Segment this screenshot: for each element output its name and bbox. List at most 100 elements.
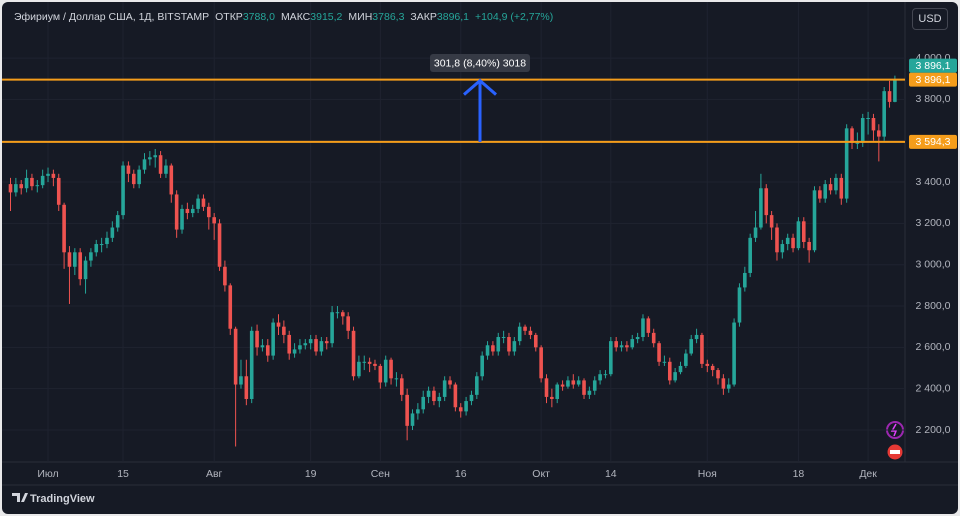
candle-body bbox=[823, 184, 828, 199]
candle-body bbox=[753, 227, 758, 238]
candle-body bbox=[405, 394, 409, 426]
candle-body bbox=[780, 244, 785, 253]
candle-body bbox=[153, 155, 158, 158]
candle-body bbox=[24, 177, 29, 189]
candle-body bbox=[882, 91, 886, 137]
candle-body bbox=[625, 345, 629, 348]
candle-body bbox=[619, 345, 624, 348]
candle-body bbox=[362, 361, 367, 363]
candle-body bbox=[421, 396, 426, 410]
candle-body bbox=[716, 370, 720, 379]
candle-body bbox=[276, 322, 281, 327]
candle-body bbox=[759, 188, 763, 228]
candle-body bbox=[383, 359, 388, 383]
candle-body bbox=[732, 322, 736, 385]
candle-body bbox=[694, 334, 699, 340]
candle-body bbox=[287, 334, 292, 354]
candle-body bbox=[89, 252, 93, 261]
candle-body bbox=[51, 173, 56, 178]
candle-body bbox=[673, 372, 677, 381]
candle-body bbox=[576, 380, 581, 385]
candle-body bbox=[308, 339, 313, 344]
candle-body bbox=[448, 380, 452, 385]
candle-body bbox=[791, 237, 795, 249]
candle-body bbox=[528, 330, 533, 335]
candle-body bbox=[190, 208, 195, 214]
y-tick-label: 2 600,0 bbox=[915, 341, 950, 353]
candle-body bbox=[228, 285, 233, 329]
candle-body bbox=[271, 322, 275, 356]
candle-body bbox=[743, 272, 747, 288]
candle-body bbox=[255, 330, 259, 348]
candle-body bbox=[292, 349, 297, 354]
candle-body bbox=[555, 384, 560, 399]
candle-body bbox=[544, 378, 549, 397]
candle-body bbox=[137, 169, 141, 185]
x-tick-label: Окт bbox=[532, 468, 550, 480]
candle-body bbox=[148, 157, 152, 160]
candle-body bbox=[769, 215, 774, 228]
candle-body bbox=[131, 173, 136, 185]
x-tick-label: 16 bbox=[455, 468, 467, 480]
candle-body bbox=[99, 244, 104, 246]
ohlc-value: 3896,1 bbox=[436, 11, 470, 23]
candle-body bbox=[341, 312, 345, 317]
x-tick-label: Авг bbox=[206, 468, 223, 480]
candle-body bbox=[282, 326, 286, 335]
candle-body bbox=[710, 365, 715, 371]
candle-body bbox=[126, 165, 131, 174]
candle-body bbox=[614, 341, 618, 348]
change: +104,9 (+2,77%) bbox=[475, 11, 554, 23]
candle-body bbox=[539, 347, 543, 379]
currency-button[interactable]: USD bbox=[912, 8, 948, 30]
candle-body bbox=[850, 128, 854, 143]
candle-body bbox=[737, 287, 742, 323]
candle-body bbox=[705, 363, 710, 366]
candle-body bbox=[110, 227, 115, 238]
flag-stripe bbox=[890, 450, 900, 454]
candle-body bbox=[389, 359, 393, 379]
symbol: Эфириум / Доллар США, 1Д, BITSTAMP bbox=[14, 11, 210, 23]
y-tick-label: 3 000,0 bbox=[915, 258, 950, 270]
candle-body bbox=[828, 184, 833, 191]
candle-body bbox=[598, 374, 602, 381]
candle-body bbox=[319, 341, 324, 352]
side-icons bbox=[886, 421, 904, 460]
candle-body bbox=[635, 337, 640, 340]
candle-body bbox=[83, 260, 88, 280]
x-tick-label: Июл bbox=[37, 468, 58, 480]
candle-body bbox=[437, 396, 442, 402]
candle-body bbox=[764, 188, 769, 216]
candle-body bbox=[62, 204, 66, 253]
candle-body bbox=[721, 378, 726, 389]
candle-body bbox=[394, 378, 399, 380]
candle-body bbox=[373, 363, 377, 366]
candle-body bbox=[496, 337, 501, 352]
y-tick-label: 3 200,0 bbox=[915, 217, 950, 229]
candle-body bbox=[839, 177, 844, 199]
ohlc-value: 3788,0 bbox=[242, 11, 275, 23]
candle-body bbox=[667, 361, 672, 381]
candle-body bbox=[657, 343, 661, 362]
candle-body bbox=[501, 337, 506, 339]
candle-body bbox=[378, 365, 383, 383]
x-tick-label: 14 bbox=[605, 468, 617, 480]
candle-body bbox=[834, 177, 838, 191]
candle-body bbox=[212, 217, 216, 224]
symbol-header: Эфириум / Доллар США, 1Д, BITSTAMP ОТКР37… bbox=[14, 11, 553, 23]
candle-body bbox=[844, 128, 849, 199]
y-tick-label: 3 800,0 bbox=[915, 93, 950, 105]
candle-body bbox=[67, 252, 72, 267]
candle-body bbox=[877, 130, 881, 137]
candle-body bbox=[410, 413, 415, 426]
candle-body bbox=[491, 345, 495, 352]
candle-body bbox=[818, 190, 822, 199]
candle-body bbox=[196, 198, 200, 209]
candle-body bbox=[399, 378, 404, 395]
candle-body bbox=[180, 208, 184, 230]
measure-arrowhead bbox=[463, 78, 497, 96]
candle-body bbox=[458, 407, 463, 412]
candle-body bbox=[298, 345, 302, 350]
candle-body bbox=[533, 334, 538, 348]
